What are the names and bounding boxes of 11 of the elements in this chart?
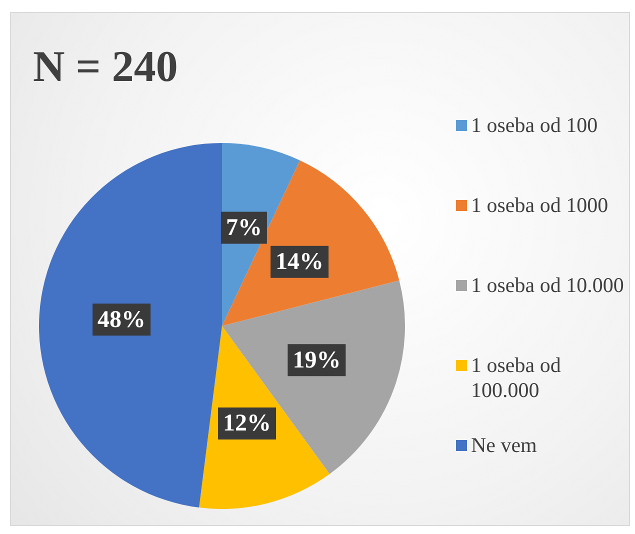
legend-label: 1 oseba od 100	[471, 113, 598, 138]
data-label: 12%	[223, 410, 272, 437]
data-label: 7%	[226, 214, 262, 241]
data-label: 48%	[98, 306, 146, 333]
legend-label: 1 oseba od 100.000	[471, 353, 562, 403]
legend-label: 1 oseba od 1000	[471, 193, 608, 218]
data-label: 14%	[276, 249, 324, 276]
legend-label: Ne vem	[471, 433, 537, 458]
data-label: 19%	[292, 347, 341, 374]
chart-title: N = 240	[33, 41, 178, 92]
legend-label: 1 oseba od 10.000	[471, 273, 624, 298]
